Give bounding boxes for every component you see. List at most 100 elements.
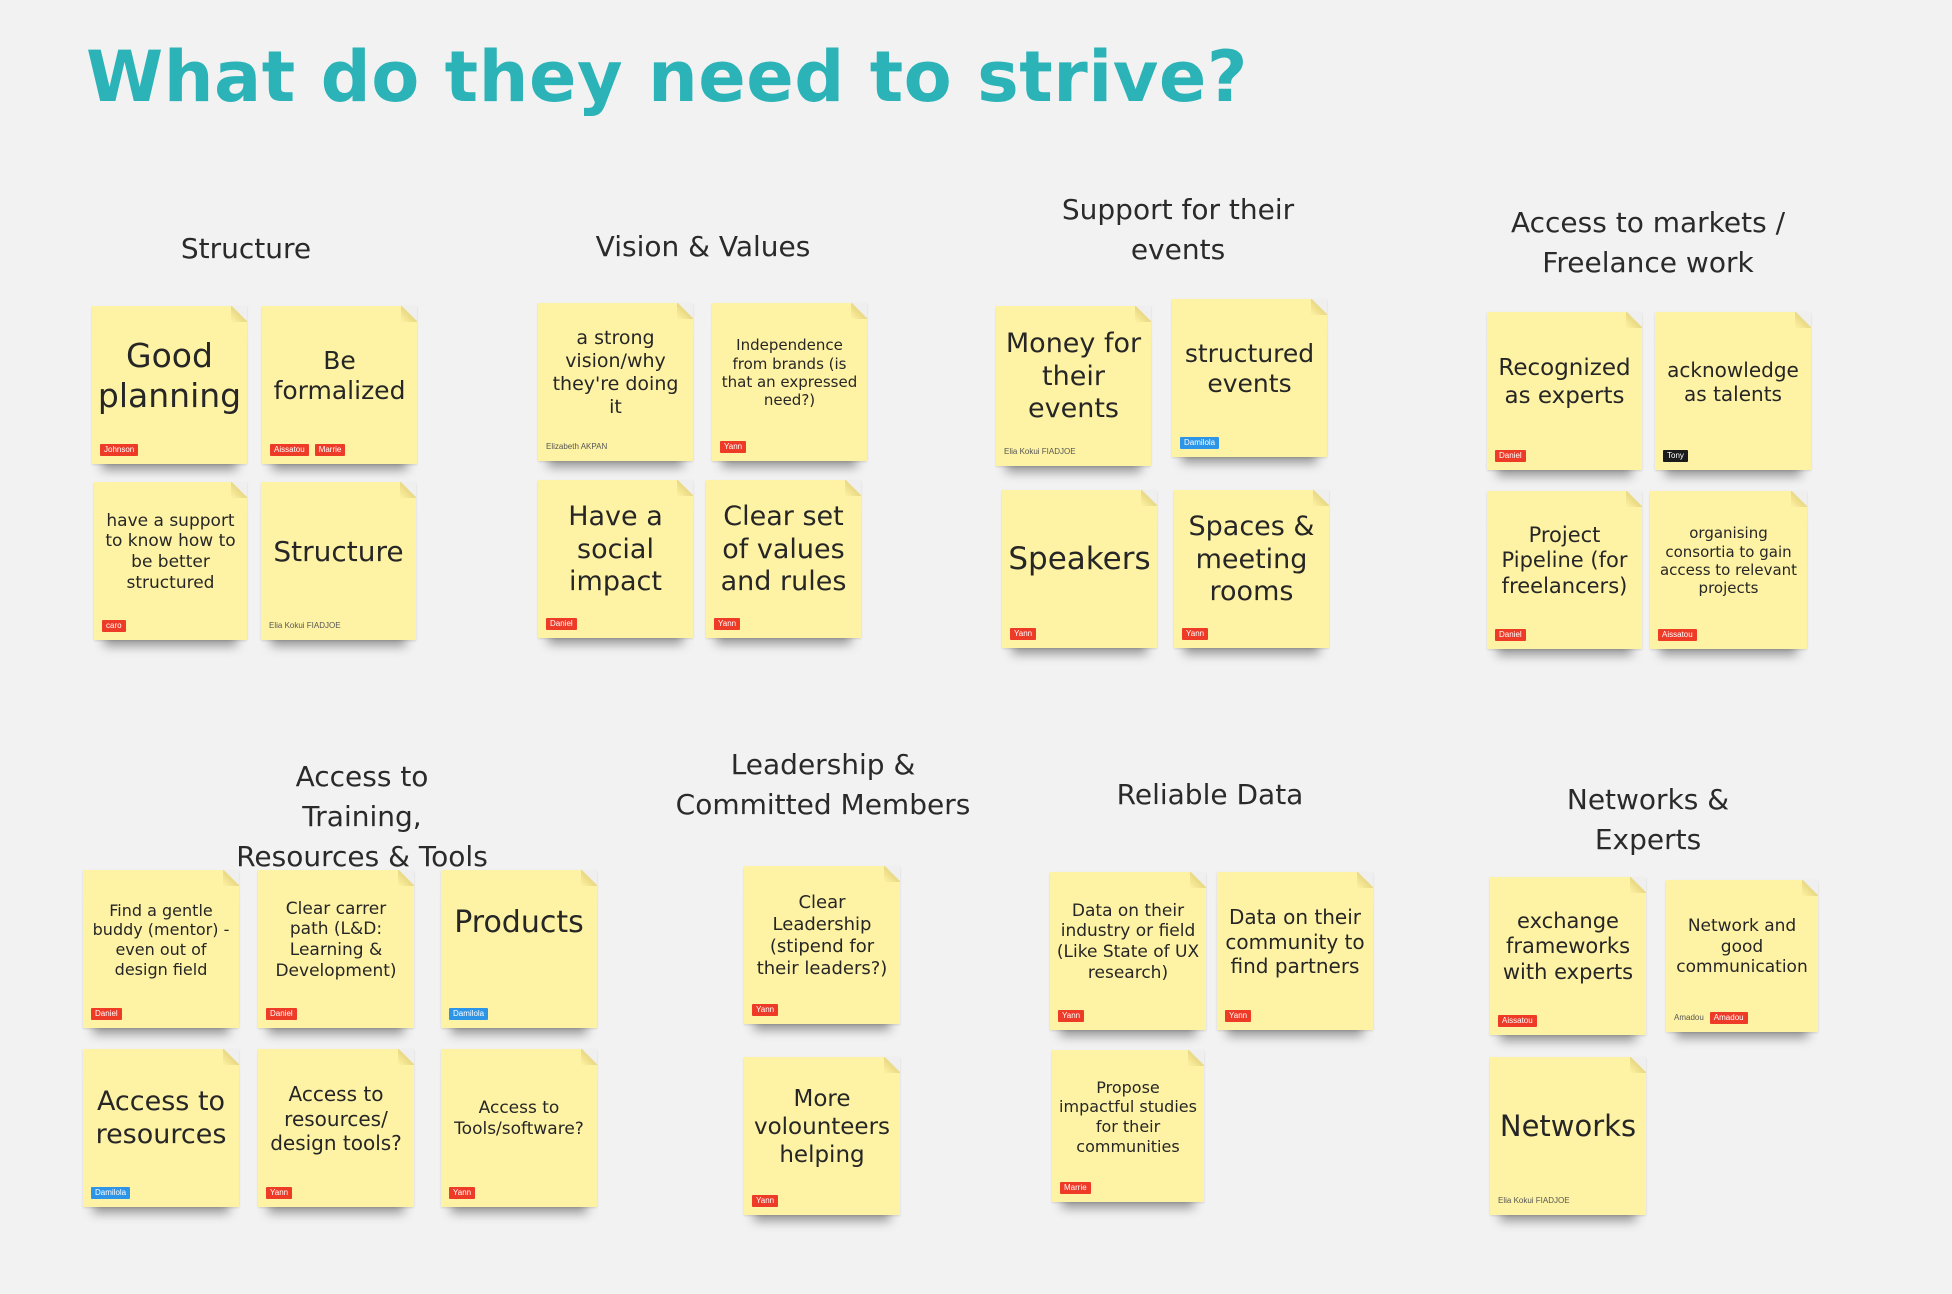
author-tag: Damilola [91, 1187, 131, 1199]
note-text: a strong vision/why they're doing it [552, 326, 679, 419]
author-tag: Elia Kokui FIADJOE [1498, 1196, 1570, 1205]
note-text: Be formalized [273, 345, 406, 406]
sticky-note[interactable]: Data on their community to find partners… [1217, 872, 1373, 1030]
sticky-note[interactable]: Clear Leadership (stipend for their lead… [744, 866, 900, 1024]
note-text: Money for their events [1005, 327, 1142, 425]
note-text: Networks [1499, 1109, 1637, 1144]
sticky-note[interactable]: Propose impactful studies for their comm… [1052, 1050, 1204, 1202]
sticky-note[interactable]: Good planning Johnson [92, 306, 247, 464]
sticky-note[interactable]: Access to resources/ design tools? Yann [258, 1049, 414, 1207]
note-text: Data on their industry or field (Like St… [1056, 900, 1200, 983]
author-tag: Tony [1663, 450, 1688, 462]
author-tag: Aissatou [270, 444, 309, 456]
sticky-note[interactable]: Network and good communication Amadou Am… [1666, 880, 1818, 1032]
author-tag: Marrie [314, 444, 346, 456]
author-tag: Yann [1182, 628, 1209, 640]
note-text: Project Pipeline (for freelancers) [1501, 522, 1628, 598]
author-tag: Yann [720, 441, 747, 453]
author-tag: Elia Kokui FIADJOE [1004, 447, 1076, 456]
sticky-note[interactable]: Find a gentle buddy (mentor) - even out … [83, 870, 239, 1028]
note-text: have a support to know how to be better … [105, 510, 236, 593]
author-tag: Daniel [546, 618, 577, 630]
sticky-note[interactable]: Access to Tools/software? Yann [441, 1049, 597, 1207]
sticky-note[interactable]: Independence from brands (is that an exp… [712, 303, 867, 461]
sticky-note[interactable]: Money for their events Elia Kokui FIADJO… [996, 306, 1151, 466]
note-text: Access to Tools/software? [454, 1098, 584, 1139]
note-text: organising consortia to gain access to r… [1659, 524, 1798, 598]
note-text: Network and good communication [1676, 915, 1808, 978]
group-heading-vision: Vision & Values [595, 230, 811, 263]
group-heading-networks: Networks & Experts [1566, 783, 1730, 856]
note-text: Propose impactful studies for their comm… [1059, 1077, 1197, 1156]
board-title: What do they need to strive? [86, 36, 1248, 118]
author-tag: Marrie [1060, 1182, 1091, 1194]
group-heading-markets: Access to markets / Freelance work [1510, 206, 1786, 279]
sticky-note[interactable]: organising consortia to gain access to r… [1650, 491, 1807, 649]
author-tag: Elizabeth AKPAN [546, 442, 608, 451]
note-text: acknowledge as talents [1667, 357, 1799, 406]
sticky-note[interactable]: Structure Elia Kokui FIADJOE [261, 482, 416, 640]
note-text: exchange frameworks with experts [1502, 908, 1634, 984]
sticky-note[interactable]: exchange frameworks with experts Aissato… [1490, 877, 1646, 1035]
author-tag: Daniel [91, 1008, 122, 1020]
note-text: Data on their community to find partners [1225, 905, 1365, 979]
author-tag: Elia Kokui FIADJOE [269, 621, 341, 630]
sticky-note[interactable]: Clear carrer path (L&D: Learning & Devel… [258, 870, 414, 1028]
group-heading-data: Reliable Data [1116, 778, 1304, 811]
note-text: Clear set of values and rules [720, 500, 847, 598]
author-tag: Yann [449, 1187, 476, 1199]
author-tag: Yann [266, 1187, 293, 1199]
note-text: structured events [1184, 338, 1315, 399]
author-tag: Yann [1225, 1010, 1252, 1022]
note-text: Clear carrer path (L&D: Learning & Devel… [275, 898, 397, 981]
sticky-note[interactable]: have a support to know how to be better … [94, 482, 247, 640]
author-tag: Yann [752, 1004, 779, 1016]
note-text: Spaces & meeting rooms [1188, 510, 1315, 608]
note-text: Products [454, 904, 584, 940]
author-tag: Amadou [1709, 1012, 1748, 1024]
sticky-note[interactable]: Networks Elia Kokui FIADJOE [1490, 1057, 1646, 1215]
author-tag: Daniel [1495, 450, 1526, 462]
author-tag: Daniel [266, 1008, 297, 1020]
group-heading-training: Access to Training, Resources & Tools [236, 760, 488, 873]
sticky-note[interactable]: More volounteers helping Yann [744, 1057, 900, 1215]
author-tag: Johnson [100, 444, 139, 456]
note-text: Have a social impact [568, 500, 663, 598]
author-tag: Aissatou [1498, 1015, 1537, 1027]
author-tag: Aissatou [1658, 629, 1697, 641]
author-tag: Yann [1058, 1010, 1085, 1022]
author-tag: Yann [714, 618, 741, 630]
sticky-note[interactable]: Recognized as experts Daniel [1487, 312, 1642, 470]
note-text: Access to resources [95, 1086, 227, 1150]
note-text: Access to resources/ design tools? [270, 1082, 402, 1156]
author-tag: Damilola [449, 1008, 489, 1020]
sticky-note[interactable]: Access to resources Damilola [83, 1049, 239, 1207]
sticky-note[interactable]: Speakers Yann [1002, 490, 1157, 648]
author-tag: Amadou [1674, 1013, 1704, 1022]
note-text: Good planning [97, 335, 242, 415]
note-text: Recognized as experts [1498, 354, 1631, 409]
author-tag: caro [102, 620, 126, 632]
sticky-note[interactable]: Have a social impact Daniel [538, 480, 693, 638]
group-heading-leadership: Leadership & Committed Members [675, 748, 971, 821]
note-text: Clear Leadership (stipend for their lead… [756, 892, 888, 979]
author-tag: Damilola [1180, 437, 1220, 449]
sticky-note[interactable]: Project Pipeline (for freelancers) Danie… [1487, 491, 1642, 649]
author-tag: Yann [1010, 628, 1037, 640]
sticky-note[interactable]: Clear set of values and rules Yann [706, 480, 861, 638]
group-heading-structure: Structure [180, 232, 312, 265]
group-heading-events: Support for their events [1061, 193, 1295, 266]
sticky-note[interactable]: Be formalized Aissatou Marrie [262, 306, 417, 464]
author-tag: Yann [752, 1195, 779, 1207]
note-text: Find a gentle buddy (mentor) - even out … [92, 900, 230, 979]
sticky-note[interactable]: Products Damilola [441, 870, 597, 1028]
sticky-note[interactable]: structured events Damilola [1172, 299, 1327, 457]
sticky-note[interactable]: a strong vision/why they're doing it Eli… [538, 303, 693, 461]
sticky-note[interactable]: Spaces & meeting rooms Yann [1174, 490, 1329, 648]
note-text: Speakers [1008, 541, 1151, 578]
author-tag: Daniel [1495, 629, 1526, 641]
note-text: Structure [273, 534, 404, 568]
note-text: More volounteers helping [753, 1085, 891, 1169]
sticky-note[interactable]: Data on their industry or field (Like St… [1050, 872, 1206, 1030]
sticky-note[interactable]: acknowledge as talents Tony [1655, 312, 1811, 470]
